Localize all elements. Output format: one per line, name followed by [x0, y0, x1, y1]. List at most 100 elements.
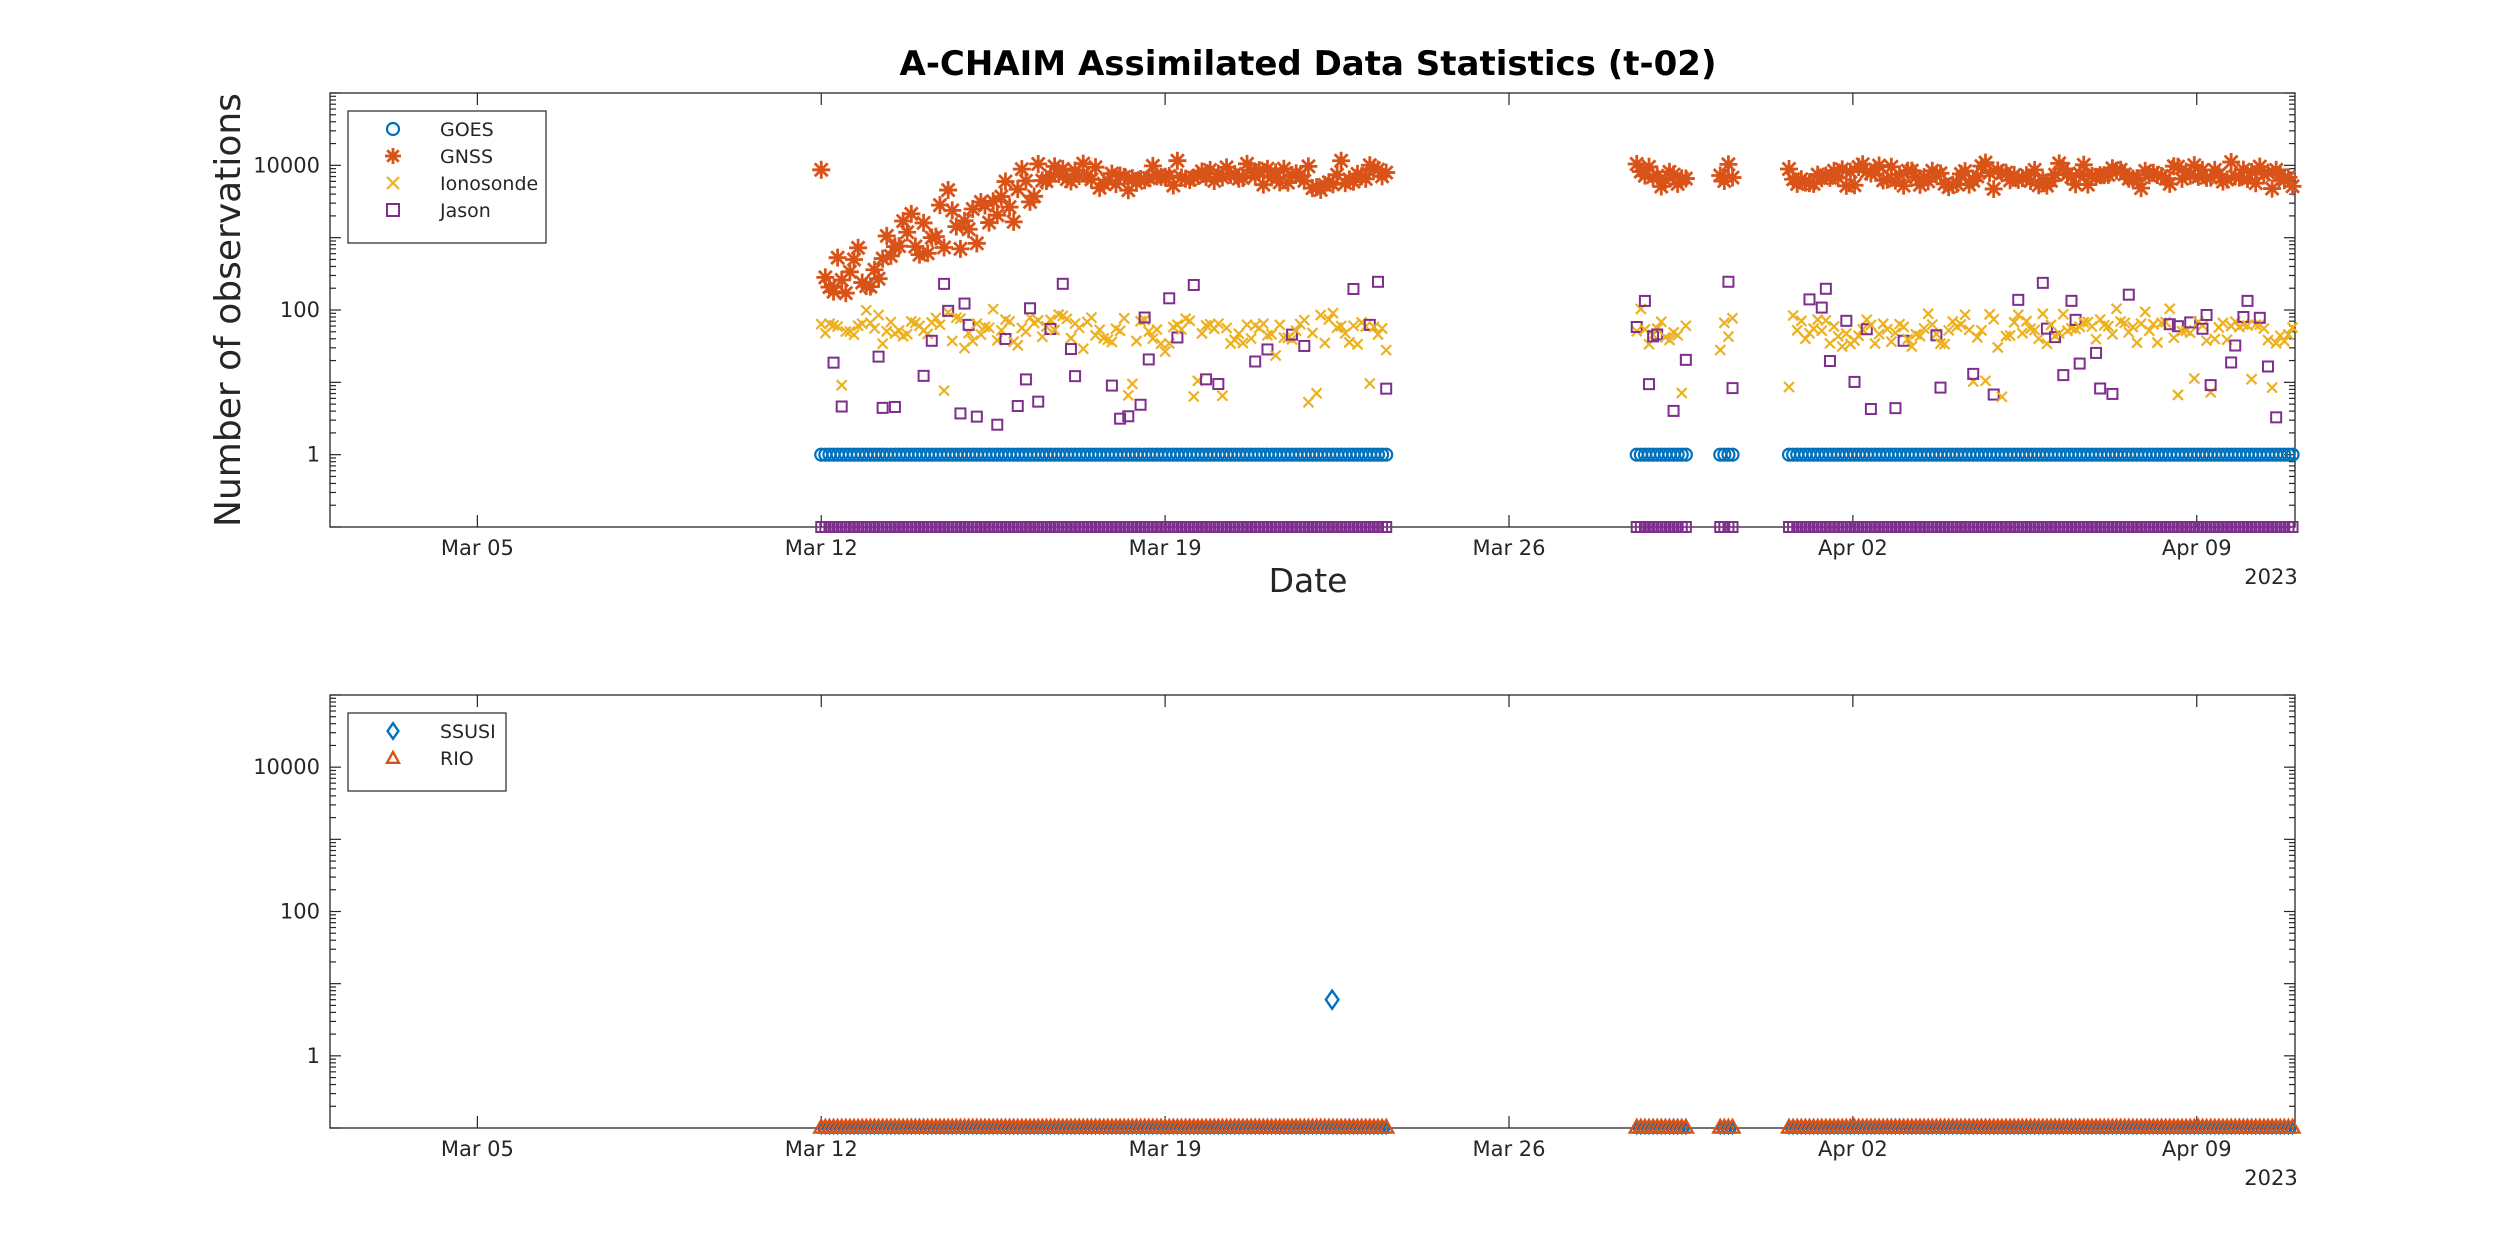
gnss-point [935, 238, 954, 257]
ionosonde-point [848, 328, 860, 341]
gnss-point [943, 201, 962, 220]
ionosonde-point [2118, 317, 2131, 329]
ionosonde-point [1671, 329, 1684, 342]
ionosonde-point [1655, 316, 1668, 328]
gnss-point [2160, 174, 2179, 193]
ionosonde-point [1077, 342, 1090, 355]
gnss-point [2222, 153, 2241, 172]
ionosonde-point [1992, 341, 2004, 354]
ionosonde-point [2106, 328, 2119, 341]
ionosonde-point [971, 317, 983, 330]
ionosonde-point [1901, 333, 1914, 345]
gnss-point [1258, 159, 1277, 178]
legend-marker-goes [385, 121, 401, 137]
ionosonde-point [2245, 373, 2258, 385]
goes-point [1670, 447, 1685, 462]
ionosonde-point [1934, 337, 1947, 350]
jason-point [1249, 355, 1262, 368]
jason-point [1138, 311, 1151, 324]
ionosonde-point [1836, 340, 1849, 353]
jason-point [872, 350, 885, 363]
gnss-point [1012, 160, 1031, 179]
gnss-point [1045, 157, 1064, 176]
jason-point [2036, 276, 2049, 289]
ionosonde-point [1942, 324, 1955, 337]
gnss-point [1984, 179, 2003, 198]
x-tick-label: Mar 05 [441, 536, 514, 560]
ionosonde-point [2204, 386, 2217, 399]
goes-point [1678, 447, 1693, 462]
x-tick-label: Apr 02 [1818, 1137, 1888, 1161]
gnss-point [2279, 168, 2298, 187]
gnss-point [1648, 166, 1667, 185]
ionosonde-point [868, 322, 881, 335]
jason-point [1803, 293, 1816, 306]
gnss-point [1029, 154, 1048, 173]
ionosonde-point [921, 328, 934, 340]
gnss-point [1996, 163, 2015, 182]
ionosonde-point [1955, 318, 1967, 331]
gnss-point [824, 282, 843, 301]
ionosonde-point [1815, 324, 1828, 337]
jason-point [1032, 395, 1045, 408]
jason-point [2012, 293, 2025, 306]
ionosonde-point [2143, 324, 2156, 337]
ionosonde-point [1265, 328, 1278, 341]
jason-point [888, 400, 901, 413]
ionosonde-point [2110, 302, 2123, 315]
jason-point [1380, 521, 1393, 533]
gnss-point [1184, 168, 1203, 187]
ionosonde-point [1245, 332, 1257, 345]
gnss-point [2078, 175, 2097, 194]
ionosonde-point [2270, 337, 2282, 349]
ionosonde-point [2249, 318, 2262, 331]
jason-point [1967, 367, 1980, 380]
x-tick-label: Mar 12 [785, 536, 858, 560]
gnss-point [1968, 167, 1987, 186]
ionosonde-point [2127, 321, 2139, 333]
gnss-point [2246, 174, 2265, 193]
ionosonde-point [1126, 378, 1139, 390]
goes-point [1370, 447, 1386, 462]
ionosonde-point [1142, 325, 1155, 338]
ionosonde-point [1319, 337, 1331, 349]
x-year-label: 2023 [2244, 1166, 2297, 1190]
gnss-point [1870, 156, 1889, 175]
gnss-point [906, 237, 925, 256]
jason-point [2106, 387, 2119, 400]
gnss-point [2173, 169, 2192, 188]
x-tick-label: Mar 26 [1472, 536, 1545, 560]
gnss-point [2254, 165, 2273, 184]
ionosonde-point [1873, 328, 1885, 340]
ionosonde-point [872, 309, 885, 321]
jason-point [1105, 379, 1118, 392]
ionosonde-point [1987, 313, 2000, 326]
ionosonde-point [1376, 322, 1388, 335]
ionosonde-point [1183, 315, 1196, 327]
gnss-point [1233, 169, 1252, 188]
y-tick-label: 10000 [253, 755, 320, 779]
bottom-panel: 1 100 10000 Mar 05 Mar 12 Mar 19 Mar 26 Apr 02 A… [253, 694, 2302, 1190]
gnss-point [2238, 170, 2257, 189]
gnss-point [2263, 179, 2282, 198]
gnss-point [1254, 175, 1273, 194]
ionosonde-point [1347, 319, 1360, 332]
ionosonde-point [2090, 333, 2102, 346]
gnss-point [1201, 160, 1220, 179]
jason-point [1860, 323, 1873, 336]
ionosonde-point [2057, 308, 2070, 320]
top-panel: 1 100 10000 Mar 05 Mar 12 Mar 19 Mar 26 Apr 02 A… [253, 92, 2302, 589]
jason-point [954, 407, 967, 420]
gnss-point [1160, 166, 1179, 185]
jason-point [1823, 355, 1836, 368]
jason-point [2057, 369, 2070, 382]
ionosonde-point [2286, 321, 2299, 334]
jason-point [1298, 339, 1311, 352]
ionosonde-point [1011, 339, 1024, 352]
ionosonde-point [1188, 390, 1200, 403]
gnss-point [1931, 164, 1950, 183]
gnss-point [845, 250, 863, 269]
gnss-point [2127, 169, 2146, 188]
ionosonde-point [1914, 330, 1926, 342]
ionosonde-point [2172, 389, 2184, 401]
